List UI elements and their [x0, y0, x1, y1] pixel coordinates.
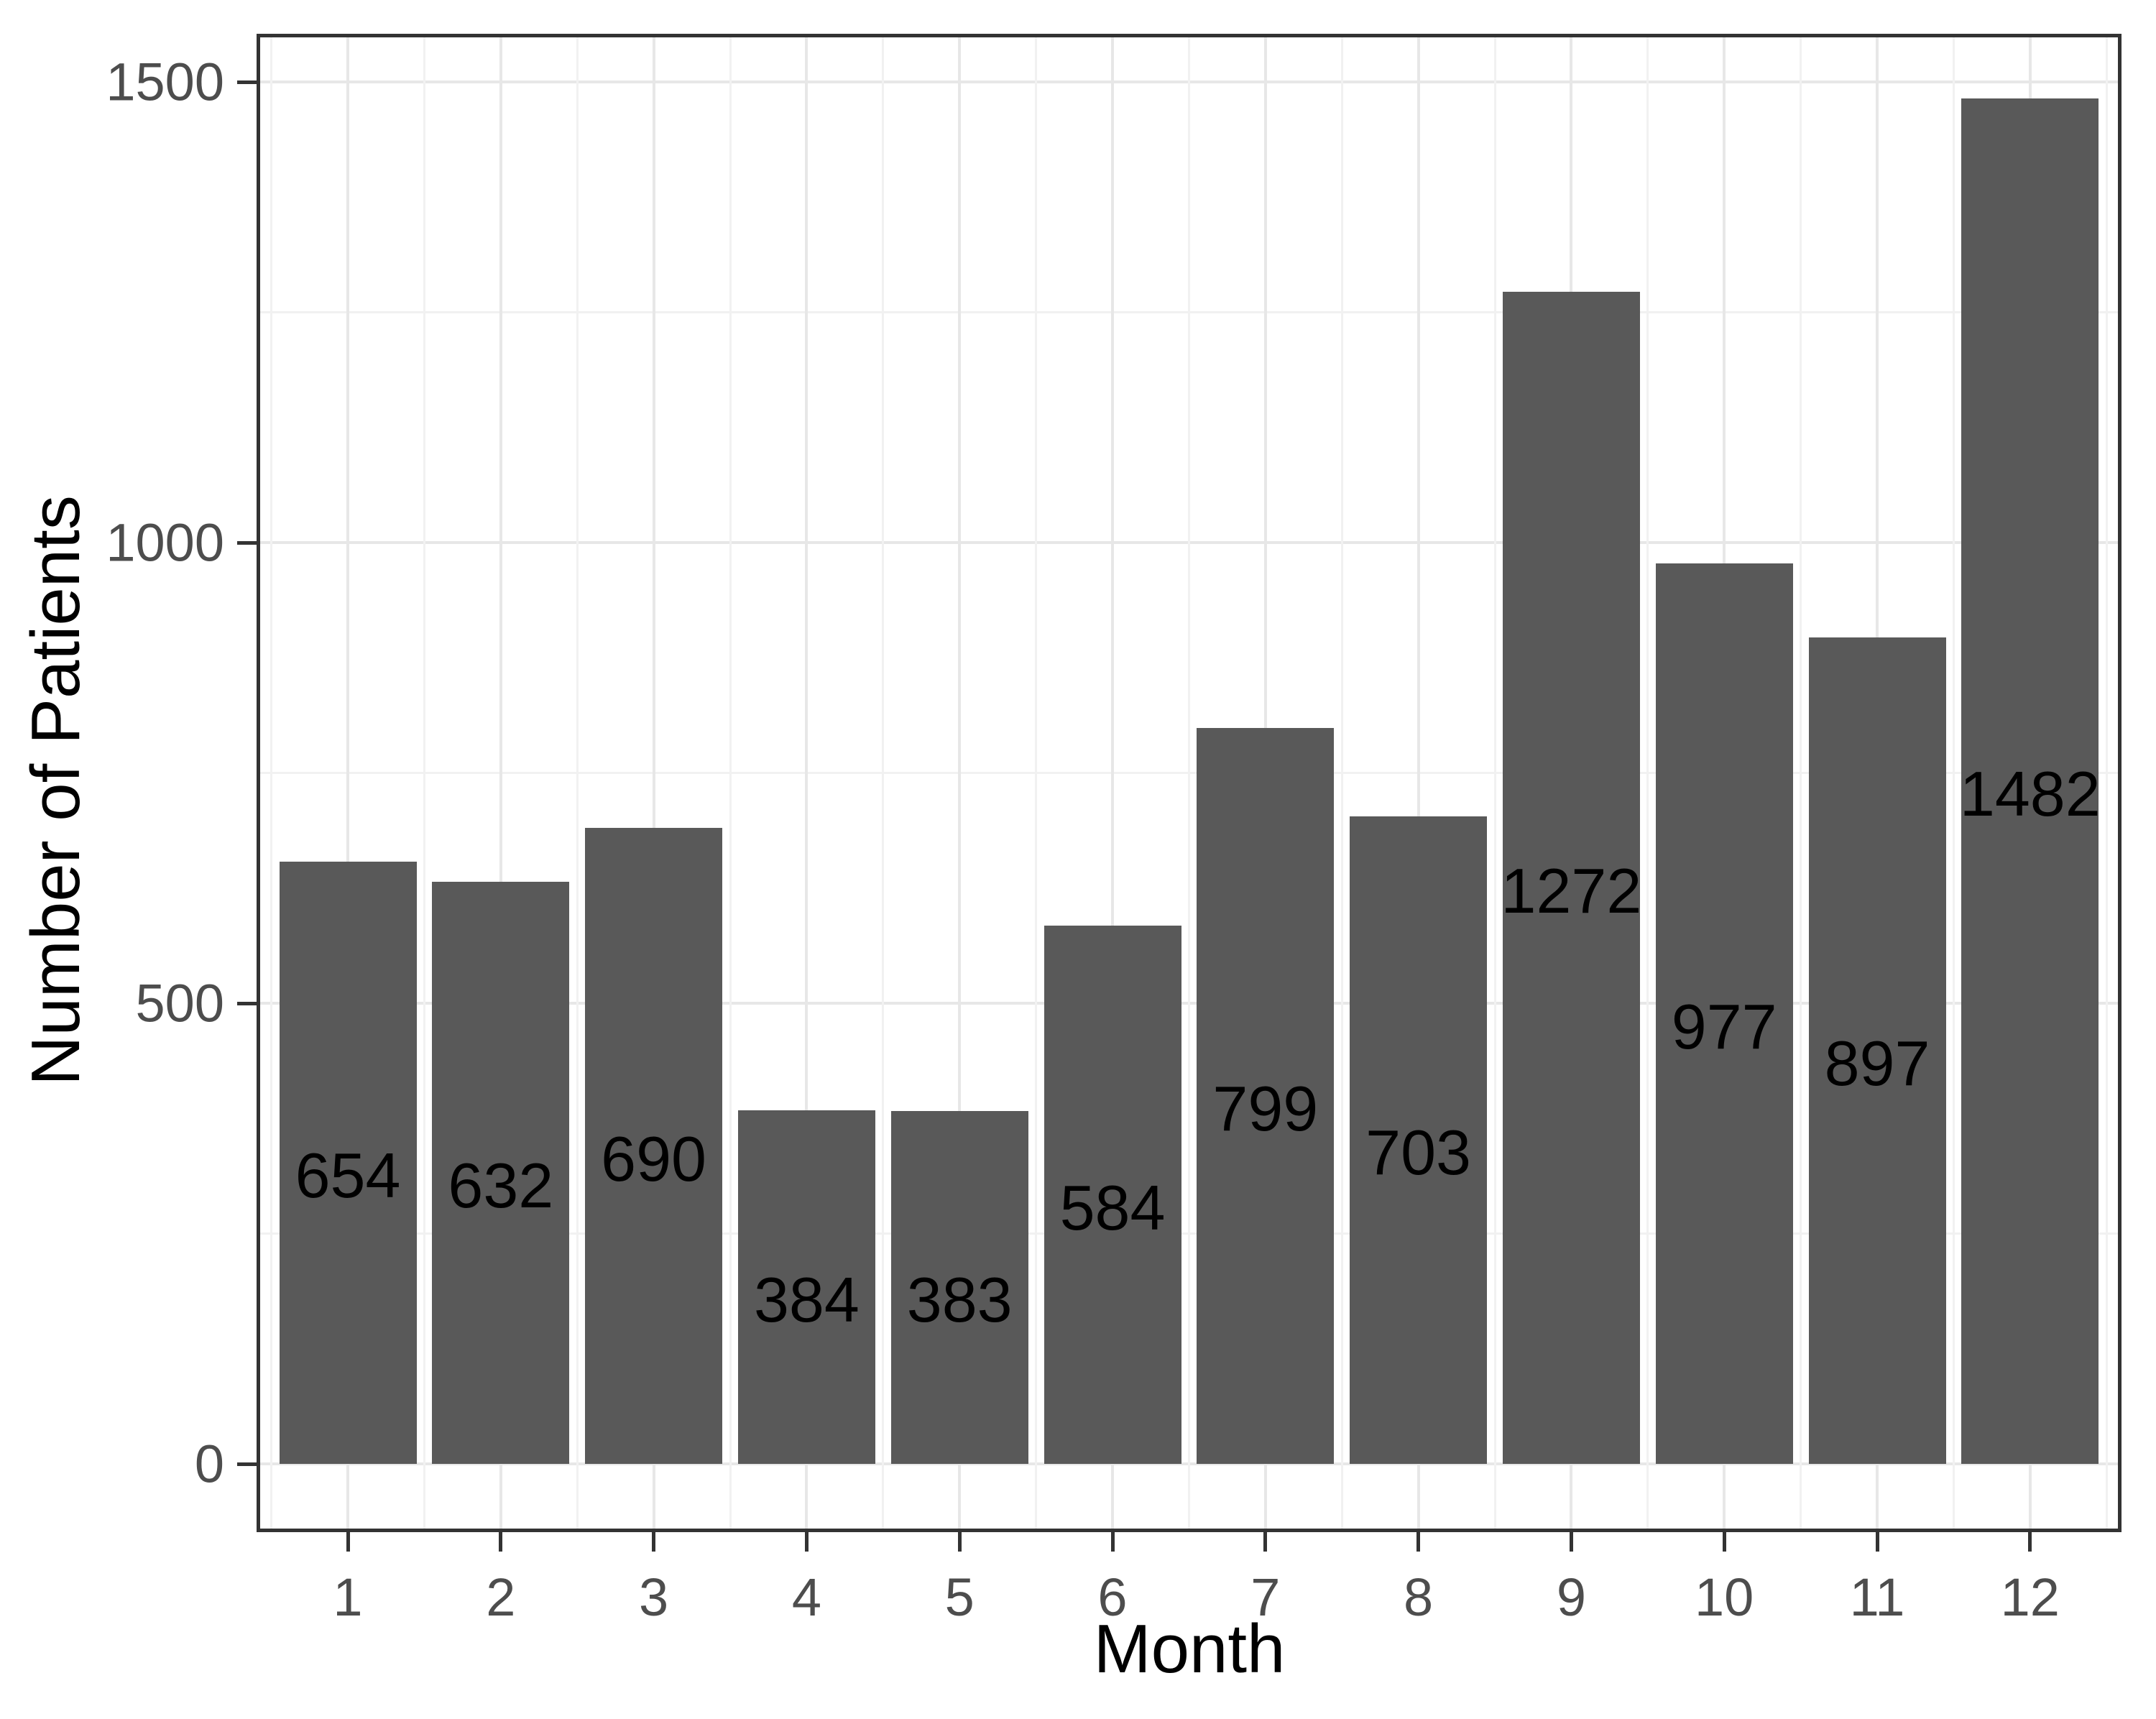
- x-gridline-minor: [1952, 34, 1955, 1532]
- bar-value-label: 383: [906, 1264, 1013, 1336]
- x-gridline-minor: [1187, 34, 1190, 1532]
- y-tick-label: 1500: [106, 52, 224, 112]
- bar-value-label: 384: [753, 1263, 860, 1335]
- x-gridline-minor: [576, 34, 579, 1532]
- y-tick-mark: [237, 1462, 257, 1466]
- bar-value-label: 632: [448, 1149, 554, 1221]
- x-tick-label: 4: [791, 1567, 821, 1627]
- x-gridline-minor: [270, 34, 273, 1532]
- bar-value-label: 690: [601, 1123, 706, 1194]
- y-axis-title: Number of Patients: [17, 495, 94, 1086]
- x-gridline-major: [958, 34, 962, 1532]
- x-tick-mark: [957, 1532, 962, 1552]
- bar-value-label: 1272: [1501, 854, 1642, 926]
- bar-value-label: 897: [1824, 1028, 1930, 1100]
- x-gridline-major: [1111, 34, 1114, 1532]
- x-tick-mark: [1416, 1532, 1421, 1552]
- bar-value-label: 977: [1671, 990, 1777, 1062]
- x-gridline-minor: [729, 34, 732, 1532]
- bar-month-3: [585, 828, 723, 1464]
- x-gridline-major: [499, 34, 502, 1532]
- x-gridline-minor: [1340, 34, 1343, 1532]
- x-tick-mark: [1110, 1532, 1115, 1552]
- y-tick-mark: [237, 540, 257, 545]
- x-gridline-minor: [882, 34, 885, 1532]
- x-tick-label: 9: [1556, 1567, 1586, 1627]
- x-tick-label: 12: [2000, 1567, 2060, 1627]
- bar-month-4: [737, 1110, 875, 1464]
- x-tick-label: 2: [486, 1567, 516, 1627]
- x-tick-label: 1: [333, 1567, 363, 1627]
- y-tick-label: 0: [194, 1434, 224, 1494]
- x-tick-label: 6: [1097, 1567, 1128, 1627]
- bar-month-7: [1197, 727, 1335, 1464]
- x-gridline-major: [346, 34, 349, 1532]
- x-gridline-minor: [1646, 34, 1649, 1532]
- y-tick-mark: [237, 80, 257, 84]
- x-gridline-major: [805, 34, 808, 1532]
- bar-value-label: 703: [1365, 1117, 1471, 1189]
- bar-value-label: 654: [295, 1139, 401, 1211]
- x-tick-mark: [1722, 1532, 1726, 1552]
- x-gridline-minor: [1800, 34, 1802, 1532]
- y-tick-label: 1000: [106, 512, 224, 573]
- x-tick-mark: [346, 1532, 350, 1552]
- bar-month-5: [890, 1110, 1028, 1464]
- y-tick-mark: [237, 1001, 257, 1005]
- plot-panel: 654 632 690 384 383 584 799 703 1272 977 897 1482: [257, 34, 2122, 1532]
- x-gridline-minor: [423, 34, 425, 1532]
- bar-month-10: [1655, 563, 1793, 1464]
- bar-month-9: [1502, 292, 1640, 1464]
- bar-value-label: 584: [1059, 1171, 1166, 1243]
- x-tick-mark: [1875, 1532, 1879, 1552]
- bar-value-label: 799: [1212, 1072, 1319, 1144]
- x-tick-label: 10: [1695, 1567, 1754, 1627]
- x-tick-mark: [804, 1532, 808, 1552]
- x-gridline-minor: [2105, 34, 2108, 1532]
- x-gridline-major: [1416, 34, 1420, 1532]
- x-tick-mark: [652, 1532, 656, 1552]
- bar-value-label: 1482: [1959, 758, 2101, 830]
- bar-month-8: [1350, 816, 1488, 1464]
- x-tick-mark: [1569, 1532, 1573, 1552]
- x-tick-label: 8: [1404, 1567, 1434, 1627]
- bar-month-12: [1961, 98, 2099, 1464]
- x-tick-label: 11: [1849, 1567, 1905, 1627]
- x-tick-mark: [499, 1532, 503, 1552]
- x-tick-label: 7: [1250, 1567, 1281, 1627]
- x-tick-mark: [2028, 1532, 2032, 1552]
- x-tick-mark: [1263, 1532, 1268, 1552]
- x-gridline-major: [652, 34, 655, 1532]
- bar-month-6: [1044, 926, 1181, 1464]
- x-tick-label: 3: [639, 1567, 669, 1627]
- x-gridline-minor: [1035, 34, 1038, 1532]
- y-tick-label: 500: [135, 973, 224, 1033]
- x-gridline-minor: [1493, 34, 1496, 1532]
- x-axis-title: Month: [1093, 1610, 1286, 1687]
- bar-month-11: [1808, 637, 1946, 1464]
- bar-month-2: [432, 881, 570, 1464]
- x-tick-label: 5: [944, 1567, 975, 1627]
- bar-month-1: [279, 861, 417, 1464]
